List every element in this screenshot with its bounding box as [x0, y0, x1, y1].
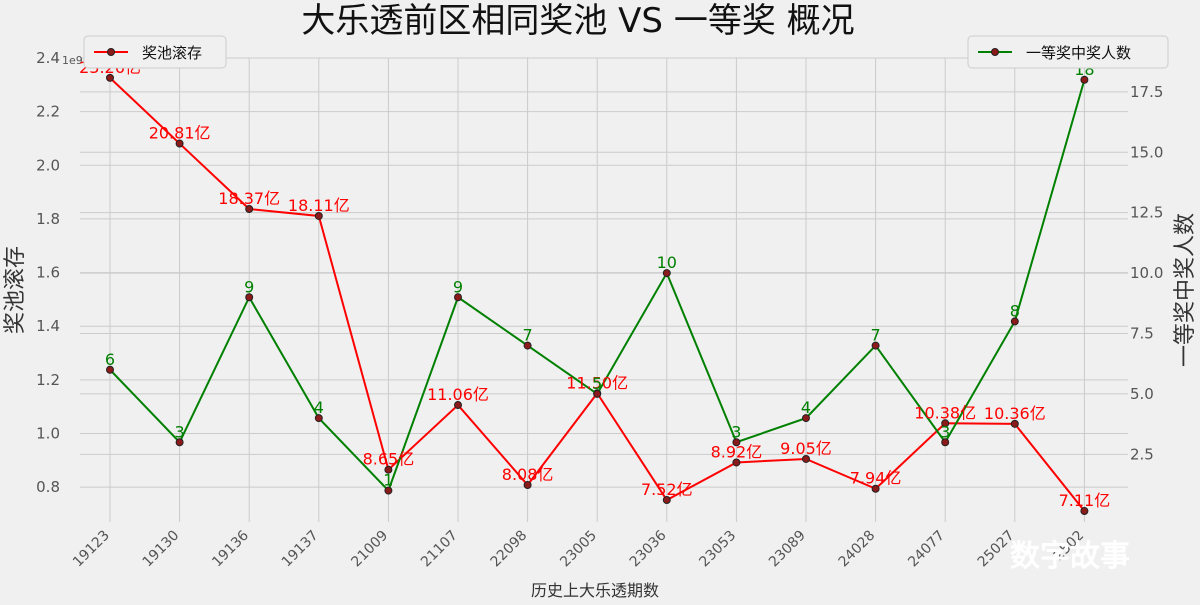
data-point — [1010, 419, 1019, 428]
data-label: 7.52亿 — [641, 480, 693, 499]
legend-left-marker — [107, 48, 115, 56]
left-tick-label: 1.8 — [36, 210, 60, 228]
data-label: 7.94亿 — [850, 469, 902, 488]
data-point — [454, 401, 462, 410]
left-tick-label: 1.6 — [36, 264, 60, 282]
data-label: 11.06亿 — [427, 385, 489, 404]
data-point — [662, 269, 671, 278]
grid-lines — [80, 57, 1128, 522]
data-label: 11.50亿 — [566, 373, 628, 392]
data-point — [106, 365, 114, 374]
data-point — [523, 341, 532, 350]
data-point — [245, 293, 254, 302]
data-label: 9 — [453, 277, 463, 296]
left-tick-label: 0.8 — [36, 478, 60, 496]
data-label: 7 — [523, 326, 533, 345]
data-label: 8.92亿 — [711, 442, 763, 461]
data-point — [1080, 507, 1089, 516]
left-tick-label: 1.2 — [36, 371, 60, 389]
data-label: 4 — [314, 398, 324, 417]
data-label: 1 — [383, 471, 393, 490]
chart-title: 大乐透前区相同奖池 VS 一等奖 概况 — [301, 1, 854, 41]
left-tick-label: 2.4 — [36, 49, 60, 67]
data-point — [106, 73, 114, 82]
data-label: 10 — [657, 253, 677, 272]
data-point — [941, 419, 950, 428]
watermark: 数字故事 — [1010, 539, 1130, 574]
data-label: 5 — [592, 374, 602, 393]
data-point — [523, 480, 532, 489]
legend-right-marker — [991, 48, 999, 56]
data-label: 3 — [940, 422, 950, 441]
data-point — [384, 465, 393, 474]
left-axis-offset-text: 1e9 — [62, 54, 83, 67]
data-point — [175, 139, 184, 148]
data-label: 3 — [731, 422, 741, 441]
data-label: 3 — [175, 422, 185, 441]
data-label: 18.11亿 — [288, 196, 350, 215]
data-label: 7.11亿 — [1059, 491, 1111, 510]
x-axis-label: 历史上大乐透期数 — [531, 581, 659, 600]
data-point — [454, 293, 462, 302]
left-tick-label: 1.4 — [36, 317, 60, 335]
right-tick-label: 7.5 — [1130, 325, 1154, 343]
left-axis-ticks: 0.8 1.0 1.2 1.4 1.6 1.8 2.0 2.2 2.4 — [36, 49, 60, 496]
legend-left[interactable]: 奖池滚存 — [83, 35, 227, 69]
data-label: 9 — [244, 277, 254, 296]
data-label: 8.08亿 — [502, 465, 554, 484]
data-point — [802, 454, 810, 463]
legend-left-label: 奖池滚存 — [142, 44, 202, 62]
data-point — [314, 211, 323, 220]
right-tick-label: 12.5 — [1130, 204, 1163, 222]
right-tick-label: 5.0 — [1130, 385, 1154, 403]
data-point — [732, 438, 741, 447]
left-tick-label: 2.2 — [36, 103, 60, 121]
data-point — [1080, 75, 1089, 84]
data-label: 10.36亿 — [984, 404, 1046, 423]
right-tick-label: 10.0 — [1130, 264, 1163, 282]
data-label: 18.37亿 — [218, 189, 280, 208]
right-tick-label: 2.5 — [1130, 445, 1154, 463]
data-point — [732, 458, 741, 467]
right-axis-label: 一等奖中奖人数 — [1173, 213, 1198, 367]
data-label: 9.05亿 — [780, 439, 832, 458]
data-point — [662, 496, 671, 505]
left-axis-label: 奖池滚存 — [3, 246, 28, 334]
data-point — [871, 484, 880, 493]
data-point — [802, 414, 810, 423]
data-point — [384, 486, 393, 495]
data-point — [314, 414, 323, 423]
data-point — [245, 205, 254, 214]
data-label: 20.81亿 — [149, 124, 211, 143]
data-point — [1010, 317, 1019, 326]
data-label: 8.65亿 — [363, 450, 415, 469]
data-label: 10.38亿 — [914, 403, 976, 422]
left-tick-label: 2.0 — [36, 156, 60, 174]
data-label: 7 — [871, 326, 881, 345]
data-point — [175, 438, 184, 447]
right-tick-label: 15.0 — [1130, 143, 1163, 161]
data-label: 8 — [1010, 301, 1020, 320]
left-tick-label: 1.0 — [36, 424, 60, 442]
data-point — [871, 341, 880, 350]
series-layer — [106, 73, 1089, 516]
right-axis-ticks: 2.5 5.0 7.5 10.0 12.5 15.0 17.5 — [1130, 83, 1163, 464]
data-label: 4 — [801, 398, 811, 417]
legend-right[interactable]: 一等奖中奖人数 — [967, 35, 1169, 69]
right-tick-label: 17.5 — [1130, 83, 1163, 101]
data-label: 6 — [105, 350, 115, 369]
data-labels-layer: 23.26亿20.81亿18.37亿18.11亿8.65亿11.06亿8.08亿… — [79, 58, 1110, 510]
data-point — [593, 389, 602, 398]
legend-right-label: 一等奖中奖人数 — [1026, 44, 1131, 62]
data-point — [941, 438, 950, 447]
